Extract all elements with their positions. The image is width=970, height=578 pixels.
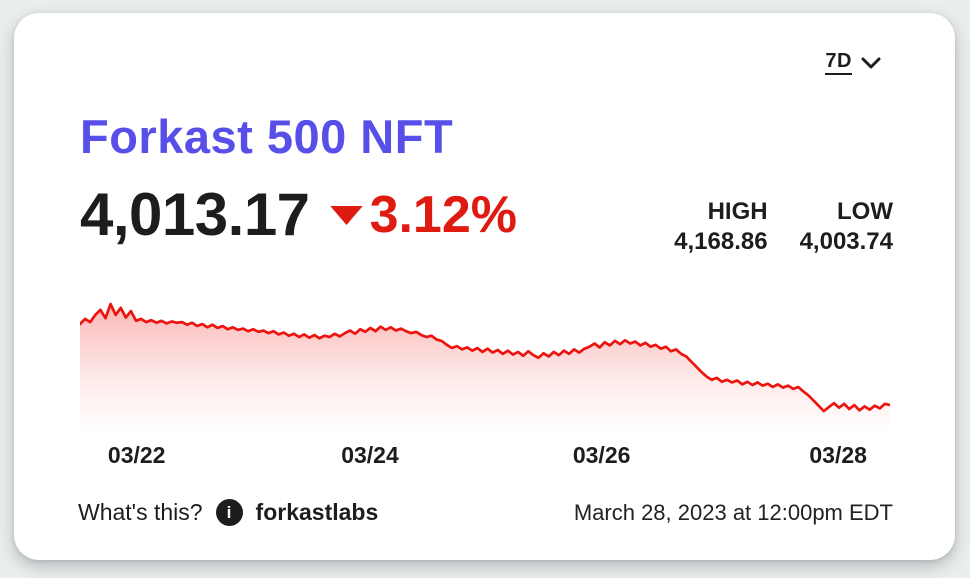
high-label: HIGH xyxy=(707,198,768,225)
price-value: 4,013.17 xyxy=(80,181,310,248)
x-tick-label: 03/24 xyxy=(341,442,399,468)
timestamp: March 28, 2023 at 12:00pm EDT xyxy=(573,499,893,525)
index-card: 7D Forkast 500 NFT 4,013.17 3.12% HIGH 4… xyxy=(14,13,955,560)
x-tick-label: 03/22 xyxy=(107,442,166,468)
low-label: LOW xyxy=(837,198,893,225)
price-change: 3.12% xyxy=(329,186,518,244)
high-stat: HIGH 4,168.86 xyxy=(674,197,767,257)
period-dropdown[interactable]: 7D xyxy=(825,51,881,75)
index-chart xyxy=(80,302,890,433)
period-label[interactable]: 7D xyxy=(825,51,852,75)
high-low-stats: HIGH 4,168.86 LOW 4,003.74 xyxy=(674,197,893,257)
high-value: 4,168.86 xyxy=(674,228,768,255)
index-title: Forkast 500 NFT xyxy=(80,110,454,163)
low-stat: LOW 4,003.74 xyxy=(800,197,893,257)
price-change-value: 3.12% xyxy=(369,186,518,244)
down-arrow-icon xyxy=(329,205,363,225)
price-row: 4,013.17 3.12% xyxy=(80,185,517,245)
x-tick-label: 03/26 xyxy=(572,442,631,468)
whats-this-link[interactable]: What's this? xyxy=(78,499,203,525)
x-tick-label: 03/28 xyxy=(809,442,867,468)
info-icon[interactable]: i xyxy=(215,499,243,526)
footer-left: What's this? i forkastlabs xyxy=(78,499,378,526)
low-value: 4,003.74 xyxy=(799,228,893,255)
info-icon-glyph: i xyxy=(226,503,232,522)
card-footer: What's this? i forkastlabs March 28, 202… xyxy=(78,499,893,526)
brand-label[interactable]: forkastlabs xyxy=(255,499,379,525)
chevron-down-icon xyxy=(861,57,881,69)
x-axis: 03/22 03/24 03/26 03/28 xyxy=(80,442,890,472)
chart-area xyxy=(80,304,890,433)
chart-container xyxy=(80,302,890,433)
chart-line xyxy=(80,302,890,413)
